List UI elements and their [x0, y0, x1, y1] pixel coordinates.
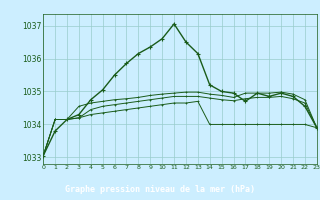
Text: Graphe pression niveau de la mer (hPa): Graphe pression niveau de la mer (hPa): [65, 185, 255, 194]
